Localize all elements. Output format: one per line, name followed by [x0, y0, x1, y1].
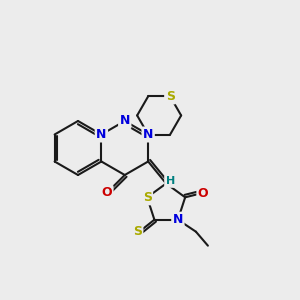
Text: S: S	[142, 191, 152, 204]
Text: N: N	[173, 213, 183, 226]
Text: H: H	[166, 176, 175, 187]
Text: N: N	[120, 115, 130, 128]
Text: S: S	[133, 225, 142, 238]
Text: S: S	[166, 90, 175, 103]
Text: O: O	[101, 187, 112, 200]
Text: N: N	[96, 128, 106, 141]
Text: O: O	[198, 187, 208, 200]
Text: N: N	[143, 128, 153, 141]
